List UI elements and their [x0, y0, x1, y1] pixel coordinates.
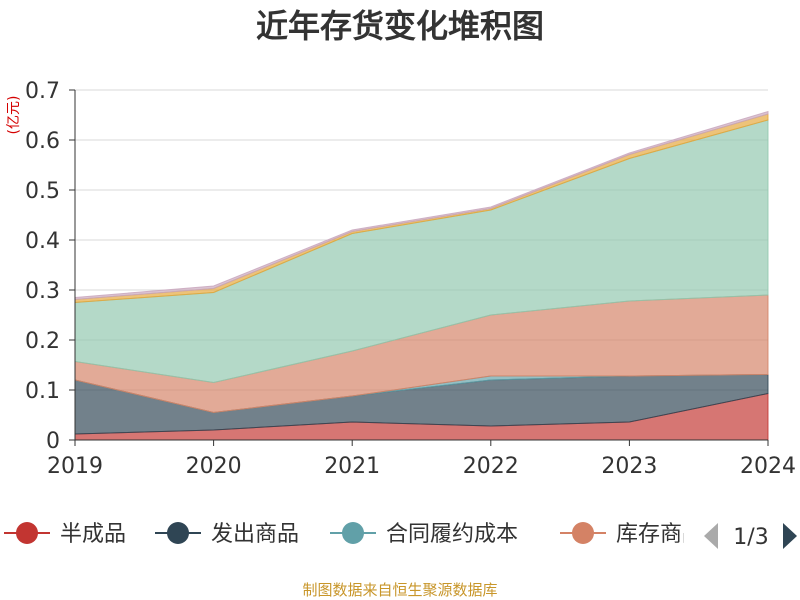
y-tick-label: 0 — [46, 429, 60, 454]
x-tick-label: 2024 — [740, 454, 796, 479]
stacked-areas — [74, 110, 769, 441]
x-tick-label: 2021 — [324, 454, 380, 479]
y-tick-label: 0.1 — [25, 379, 60, 404]
y-tick-label: 0.2 — [25, 329, 60, 354]
legend-page-indicator: 1/3 — [733, 525, 768, 550]
legend-marker — [342, 522, 364, 544]
y-tick-label: 0.4 — [25, 229, 60, 254]
legend-label: 库存商品 — [616, 522, 704, 547]
legend-item-0[interactable]: 半成品 — [4, 522, 126, 547]
y-tick-labels: 0 0.1 0.2 0.3 0.4 0.5 0.6 0.7 — [25, 79, 60, 454]
y-tick-label: 0.3 — [25, 279, 60, 304]
legend-marker — [16, 522, 38, 544]
legend-prev-arrow-icon[interactable] — [704, 523, 718, 549]
legend-pager: 1/3 — [704, 523, 797, 550]
legend-label: 合同履约成本 — [386, 522, 518, 547]
y-tick-label: 0.6 — [25, 129, 60, 154]
legend-marker — [572, 522, 594, 544]
y-tick-label: 0.7 — [25, 79, 60, 104]
chart-title: 近年存货变化堆积图 — [256, 7, 544, 45]
legend: 半成品 发出商品 合同履约成本 库存商品 — [4, 522, 704, 547]
legend-next-arrow-icon[interactable] — [783, 523, 797, 549]
y-tick-label: 0.5 — [25, 179, 60, 204]
x-tick-label: 2019 — [47, 454, 103, 479]
axes — [69, 89, 769, 446]
legend-item-1[interactable]: 发出商品 — [155, 522, 299, 547]
legend-marker — [167, 522, 189, 544]
y-axis-unit-label: (亿元) — [6, 96, 22, 135]
x-tick-labels: 2019 2020 2021 2022 2023 2024 — [47, 454, 796, 479]
x-tick-label: 2020 — [186, 454, 242, 479]
x-tick-label: 2023 — [601, 454, 657, 479]
data-source-note: 制图数据来自恒生聚源数据库 — [302, 581, 497, 599]
legend-item-2[interactable]: 合同履约成本 — [330, 522, 518, 547]
area-series-6 — [74, 110, 769, 301]
x-tick-label: 2022 — [463, 454, 519, 479]
legend-label: 发出商品 — [211, 522, 299, 547]
legend-item-3[interactable]: 库存商品 — [560, 522, 704, 547]
legend-label: 半成品 — [60, 522, 126, 547]
